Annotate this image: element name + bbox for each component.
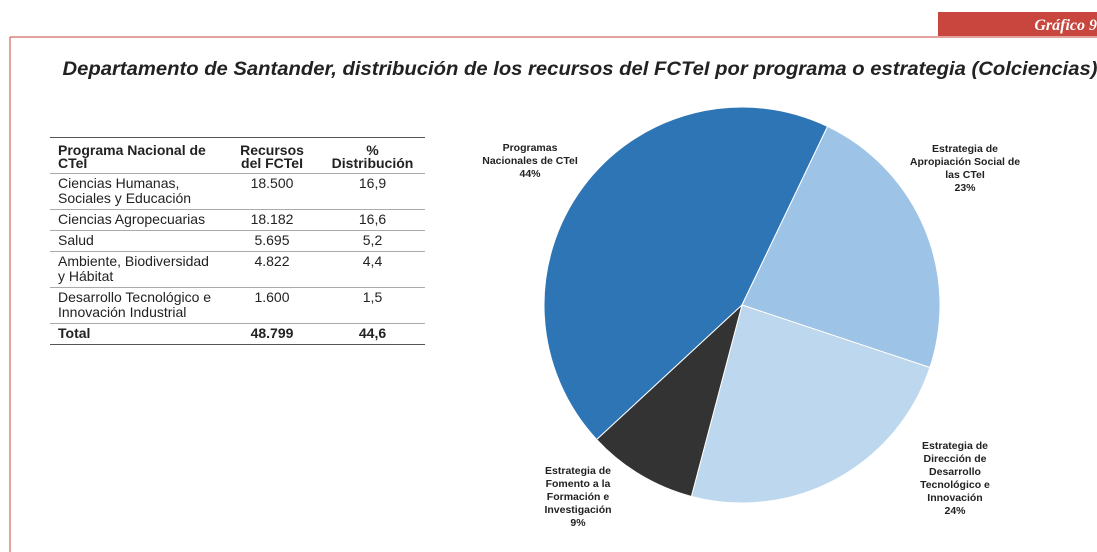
cell: Ciencias Agropecuarias — [50, 209, 224, 231]
pie-slice — [741, 125, 941, 369]
th: Programa Nacional de CTeI — [50, 137, 224, 174]
table-row: Salud 5.695 5,2 — [50, 230, 425, 252]
pie-label-name: Estrategia de Fomento a la Formación e I… — [544, 465, 612, 516]
pie-label: Estrategia de Fomento a la Formación e I… — [528, 465, 628, 530]
pie-slice — [543, 106, 829, 441]
table: Programa Nacional de CTeI Recursos del F… — [50, 137, 425, 345]
pie-slice — [596, 303, 743, 498]
table-row: Desarrollo Tecnológico e Innovación Indu… — [50, 287, 425, 324]
table-row: Total 48.799 44,6 — [50, 323, 425, 345]
cell: 16,9 — [318, 173, 425, 210]
cell: Salud — [50, 230, 224, 252]
pie-label: Programas Nacionales de CTeI 44% — [475, 142, 585, 181]
cell: 48.799 — [224, 323, 318, 345]
cell: 16,6 — [318, 209, 425, 231]
header-bar — [938, 12, 1097, 36]
cell: 5,2 — [318, 230, 425, 252]
pie-label-name: Estrategia de Apropiación Social de las … — [909, 143, 1021, 181]
th: Recursos del FCTeI — [224, 137, 318, 174]
title: Departamento de Santander, distribución … — [63, 59, 1097, 80]
table-row: Ciencias Humanas, Sociales y Educación 18… — [50, 173, 425, 210]
pie-label-name: Estrategia de Dirección de Desarrollo Te… — [920, 440, 990, 504]
cell: 4,4 — [318, 251, 425, 288]
table-row: Ambiente, Biodiversi­dad y Hábitat 4.822 4… — [50, 251, 425, 288]
cell: 18.182 — [224, 209, 318, 231]
pie-label-value: 44% — [519, 168, 541, 180]
header-label: Gráfico 9 — [1034, 17, 1097, 34]
pie-label-value: 24% — [944, 505, 966, 517]
table-header: Programa Nacional de CTeI Recursos del F… — [50, 137, 425, 174]
pie — [543, 106, 941, 504]
pie-label-value: 23% — [954, 182, 976, 194]
cell: 1.600 — [224, 287, 318, 324]
cell: Ciencias Humanas, Sociales y Educación — [50, 173, 224, 210]
pie-label-name: Programas Nacionales de CTeI — [482, 142, 578, 167]
cell: Total — [50, 323, 224, 345]
pie-slice — [690, 304, 931, 504]
pie-label: Estrategia de Apropiación Social de las … — [905, 143, 1025, 195]
cell: 1,5 — [318, 287, 425, 324]
cell: 4.822 — [224, 251, 318, 288]
pie-label: Estrategia de Dirección de Desarrollo Te… — [905, 440, 1005, 518]
cell: 18.500 — [224, 173, 318, 210]
th: % Distribución — [318, 137, 425, 174]
cell: 5.695 — [224, 230, 318, 252]
table-row: Ciencias Agropecuarias 18.182 16,6 — [50, 209, 425, 231]
cell: 44,6 — [318, 323, 425, 345]
cell: Ambiente, Biodiversi­dad y Hábitat — [50, 251, 224, 288]
cell: Desarrollo Tecnológico e Innovación Indu… — [50, 287, 224, 324]
pie-label-value: 9% — [570, 517, 586, 529]
